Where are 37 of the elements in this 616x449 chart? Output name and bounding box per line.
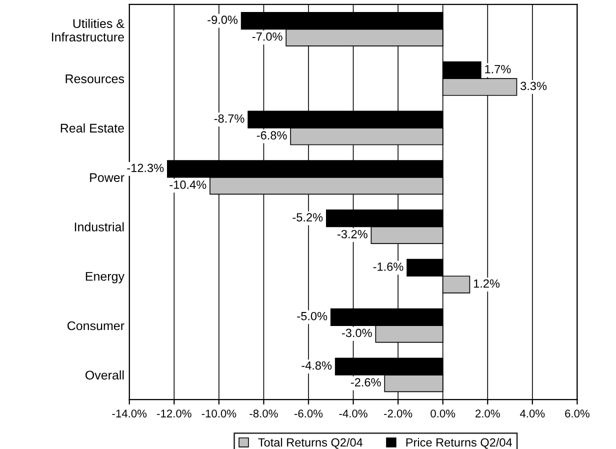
data-label: -5.2% xyxy=(292,213,323,222)
data-label: -6.8% xyxy=(256,131,287,140)
y-tick-label: Energy xyxy=(86,272,124,284)
data-label: -8.7% xyxy=(214,114,244,123)
legend-label: Price Returns Q2/04 xyxy=(406,438,512,449)
data-label: -1.6% xyxy=(373,262,404,271)
y-tick-label: Overall xyxy=(86,370,124,380)
legend-label: Total Returns Q2/04 xyxy=(258,438,363,449)
data-label: -2.6% xyxy=(350,378,381,386)
x-tick-label: 0.0% xyxy=(430,410,456,418)
x-tick-label: -14.0% xyxy=(112,410,147,418)
x-tick-label: -12.0% xyxy=(157,410,192,418)
x-tick-label: 4.0% xyxy=(520,410,545,418)
y-tick-label: Power xyxy=(90,173,124,182)
y-tick-label: Real Estate xyxy=(60,123,124,133)
data-label: 3.3% xyxy=(520,82,547,90)
data-label: -9.0% xyxy=(208,16,238,24)
data-label: -3.2% xyxy=(338,230,368,238)
y-tick-label: Resources xyxy=(66,74,124,84)
x-tick-label: -2.0% xyxy=(384,410,412,418)
data-label: -4.8% xyxy=(302,361,332,370)
y-tick-label: Utilities & Infrastructure xyxy=(52,18,124,42)
data-label: -7.0% xyxy=(252,32,282,41)
x-tick-label: -8.0% xyxy=(250,410,278,418)
x-tick-label: -10.0% xyxy=(202,410,236,418)
data-label: 1.7% xyxy=(485,65,511,74)
x-tick-label: -6.0% xyxy=(294,410,323,418)
data-label: -10.4% xyxy=(170,180,206,189)
data-label: -12.3% xyxy=(127,164,164,172)
data-label: -5.0% xyxy=(297,312,328,320)
x-tick-label: 2.0% xyxy=(476,410,500,418)
data-label: 1.2% xyxy=(474,279,500,288)
y-tick-label: Consumer xyxy=(67,321,124,330)
y-tick-label: Industrial xyxy=(74,222,124,232)
x-tick-label: -4.0% xyxy=(339,410,368,418)
data-label: -3.0% xyxy=(342,328,372,338)
x-tick-label: 6.0% xyxy=(565,410,590,418)
